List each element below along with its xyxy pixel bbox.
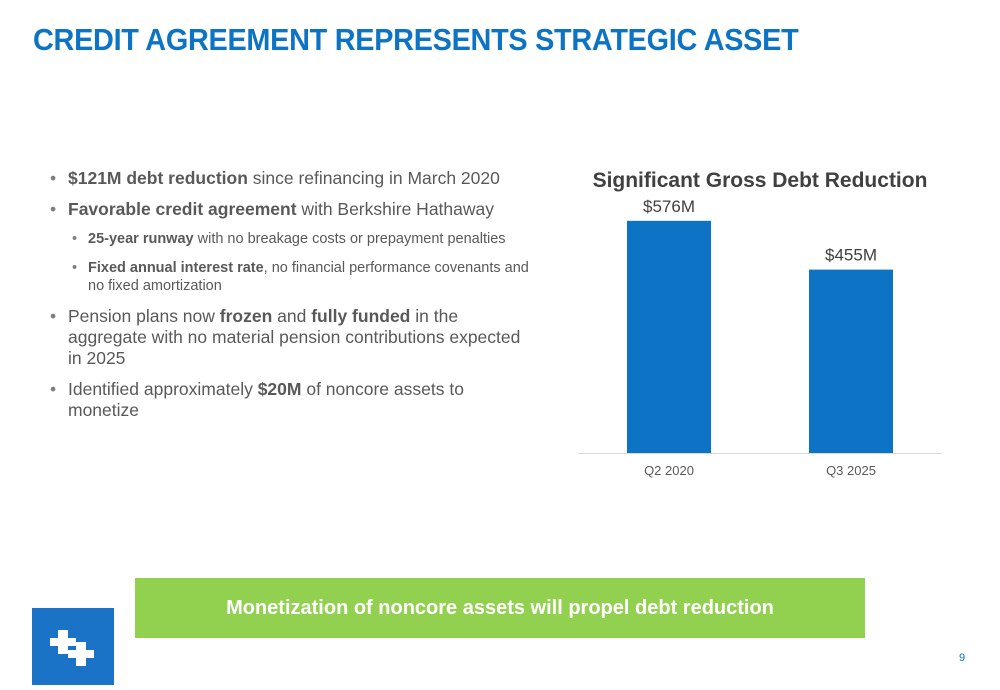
bar-q3-2025 (809, 269, 893, 453)
bullet-bold: Favorable credit agreement (68, 199, 297, 219)
bullet-text: in the aggregate with no material pensio… (68, 306, 521, 368)
bullet-text: since refinancing in March 2020 (247, 168, 500, 188)
bullet-text: Identified approximately (68, 379, 258, 399)
bar-data-label: $576M (643, 197, 695, 216)
logo-mark-icon (50, 630, 94, 666)
bullet-pension: Pension plans now frozen and fully funde… (50, 306, 530, 369)
x-tick-label: Q2 2020 (644, 463, 694, 478)
bullet-text: with no breakage costs or prepayment pen… (193, 231, 506, 247)
bullet-text: with Berkshire Hathaway (296, 199, 495, 219)
callout-banner: Monetization of noncore assets will prop… (135, 578, 865, 638)
bullet-bold: Fixed annual interest rate (88, 260, 264, 276)
bullet-bold: $121M debt reduction (68, 168, 248, 188)
x-tick-label: Q3 2025 (826, 463, 876, 478)
bullet-text: , no financial performance covenants and… (88, 260, 529, 294)
bullet-credit-agreement: Favorable credit agreement with Berkshir… (50, 199, 530, 220)
bullet-text: of noncore assets to monetize (68, 379, 464, 420)
slide-title: CREDIT AGREEMENT REPRESENTS STRATEGIC AS… (33, 22, 799, 57)
bar-data-label: $455M (825, 246, 877, 265)
bullet-bold: frozen (219, 306, 273, 326)
bullet-list: $121M debt reduction since refinancing i… (50, 168, 530, 431)
bullet-bold: $20M (257, 379, 302, 399)
bullet-bold: 25-year runway (88, 231, 194, 247)
bullet-text: Pension plans now (68, 306, 220, 326)
sub-bullet-runway: 25-year runway with no breakage costs or… (72, 230, 530, 248)
bullet-debt-reduction: $121M debt reduction since refinancing i… (50, 168, 530, 189)
bullet-noncore-assets: Identified approximately $20M of noncore… (50, 379, 530, 421)
page-number: 9 (958, 652, 966, 664)
company-logo-icon (32, 608, 114, 685)
bar-q2-2020 (627, 220, 711, 453)
bullet-bold: fully funded (311, 306, 411, 326)
bullet-text: and (272, 306, 312, 326)
chart-title: Significant Gross Debt Reduction (592, 169, 928, 192)
sub-bullet-interest-rate: Fixed annual interest rate, no financial… (72, 259, 530, 295)
